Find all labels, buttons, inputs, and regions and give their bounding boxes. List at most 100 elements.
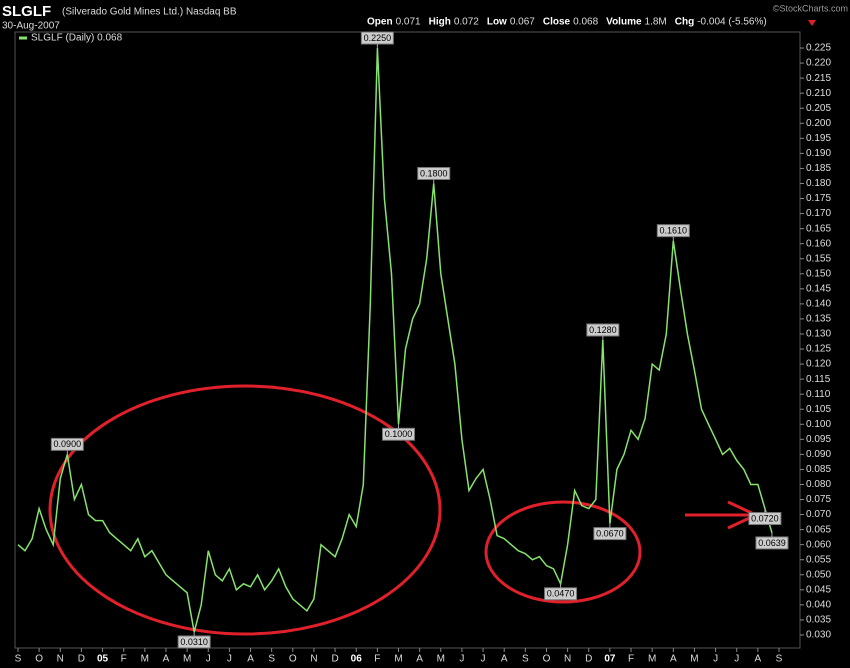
y-tick-label: 0.125 xyxy=(806,344,831,355)
y-tick-label: 0.110 xyxy=(806,389,831,400)
x-tick-label: N xyxy=(310,654,317,665)
x-tick-label: 07 xyxy=(604,654,616,665)
y-tick-label: 0.045 xyxy=(806,584,831,595)
y-tick-label: 0.080 xyxy=(806,479,831,490)
y-tick-label: 0.095 xyxy=(806,434,831,445)
y-tick-label: 0.105 xyxy=(806,404,831,415)
quote: Open 0.071 High 0.072 Low 0.067 Close 0.068 Volu… xyxy=(367,17,767,28)
x-tick-label: N xyxy=(564,654,571,665)
y-tick-label: 0.220 xyxy=(806,58,831,69)
value-label: 0.1280 xyxy=(589,325,617,335)
x-tick-label: A xyxy=(163,654,170,665)
x-tick-label: D xyxy=(331,654,338,665)
y-tick-label: 0.030 xyxy=(806,630,831,641)
quote-label: Low xyxy=(487,17,507,28)
x-tick-label: 06 xyxy=(351,654,363,665)
x-tick-label: J xyxy=(481,654,486,665)
x-tick-label: A xyxy=(670,654,677,665)
x-tick-label: D xyxy=(78,654,85,665)
x-tick-label: F xyxy=(628,654,634,665)
y-tick-label: 0.160 xyxy=(806,238,831,249)
quote-label: Chg xyxy=(675,17,694,28)
value-label: 0.0900 xyxy=(54,439,82,449)
x-tick-label: O xyxy=(289,654,297,665)
x-tick-label: S xyxy=(776,654,783,665)
y-tick-label: 0.135 xyxy=(806,314,831,325)
legend-label: SLGLF (Daily) 0.068 xyxy=(31,33,123,44)
quote-label: Open xyxy=(367,17,393,28)
x-tick-label: 05 xyxy=(97,654,109,665)
y-tick-label: 0.090 xyxy=(806,449,831,460)
y-tick-label: 0.165 xyxy=(806,223,831,234)
credit: ©StockCharts.com xyxy=(773,3,848,13)
y-tick-label: 0.115 xyxy=(806,374,831,385)
y-tick-label: 0.040 xyxy=(806,600,831,611)
x-tick-label: M xyxy=(648,654,656,665)
x-tick-label: A xyxy=(416,654,423,665)
y-tick-label: 0.065 xyxy=(806,524,831,535)
y-tick-label: 0.175 xyxy=(806,193,831,204)
y-tick-label: 0.225 xyxy=(806,43,831,54)
value-label: 0.1800 xyxy=(420,168,448,178)
value-label: 0.0670 xyxy=(596,528,624,538)
x-tick-label: A xyxy=(501,654,508,665)
x-tick-label: M xyxy=(394,654,402,665)
y-tick-label: 0.190 xyxy=(806,148,831,159)
x-tick-label: A xyxy=(247,654,254,665)
value-label: 0.0470 xyxy=(547,589,575,599)
y-tick-label: 0.050 xyxy=(806,569,831,580)
x-tick-label: J xyxy=(459,654,464,665)
y-tick-label: 0.120 xyxy=(806,359,831,370)
x-tick-label: S xyxy=(268,654,275,665)
y-tick-label: 0.070 xyxy=(806,509,831,520)
date: 30-Aug-2007 xyxy=(2,21,60,32)
company: (Silverado Gold Mines Ltd.) Nasdaq BB xyxy=(62,7,237,18)
x-tick-label: J xyxy=(734,654,739,665)
symbol: SLGLF xyxy=(2,3,51,20)
x-tick-label: J xyxy=(713,654,718,665)
y-tick-label: 0.170 xyxy=(806,208,831,219)
x-tick-label: D xyxy=(585,654,592,665)
x-tick-label: S xyxy=(15,654,22,665)
y-tick-label: 0.100 xyxy=(806,419,831,430)
x-tick-label: M xyxy=(183,654,191,665)
x-tick-label: O xyxy=(35,654,43,665)
value-label: 0.0639 xyxy=(758,538,786,548)
y-tick-label: 0.185 xyxy=(806,163,831,174)
x-tick-label: F xyxy=(374,654,380,665)
quote-value: -0.004 (-5.56%) xyxy=(697,17,766,28)
value-label: 0.2250 xyxy=(364,33,392,43)
y-tick-label: 0.195 xyxy=(806,133,831,144)
y-tick-label: 0.140 xyxy=(806,299,831,310)
y-tick-label: 0.075 xyxy=(806,494,831,505)
quote-label: Close xyxy=(543,17,571,28)
x-tick-label: O xyxy=(543,654,551,665)
y-tick-label: 0.210 xyxy=(806,88,831,99)
y-tick-label: 0.085 xyxy=(806,464,831,475)
x-tick-label: M xyxy=(141,654,149,665)
highlight-ellipse xyxy=(48,384,442,636)
quote-value: 0.071 xyxy=(396,17,421,28)
down-arrow xyxy=(808,20,816,26)
plot-frame xyxy=(14,31,801,649)
x-tick-label: J xyxy=(227,654,232,665)
y-tick-label: 0.145 xyxy=(806,283,831,294)
highlight-ellipse xyxy=(484,500,642,604)
x-tick-label: N xyxy=(57,654,64,665)
value-label: 0.1000 xyxy=(385,429,413,439)
quote-value: 1.8M xyxy=(645,17,667,28)
quote-value: 0.068 xyxy=(573,17,598,28)
x-tick-label: S xyxy=(522,654,529,665)
value-label: 0.1610 xyxy=(660,226,688,236)
quote-label: High xyxy=(429,17,451,28)
quote-value: 0.067 xyxy=(510,17,535,28)
x-tick-label: M xyxy=(690,654,698,665)
quote-label: Volume xyxy=(606,17,642,28)
y-tick-label: 0.205 xyxy=(806,103,831,114)
x-tick-label: A xyxy=(755,654,762,665)
y-tick-label: 0.155 xyxy=(806,253,831,264)
x-tick-label: F xyxy=(121,654,127,665)
y-tick-label: 0.060 xyxy=(806,539,831,550)
